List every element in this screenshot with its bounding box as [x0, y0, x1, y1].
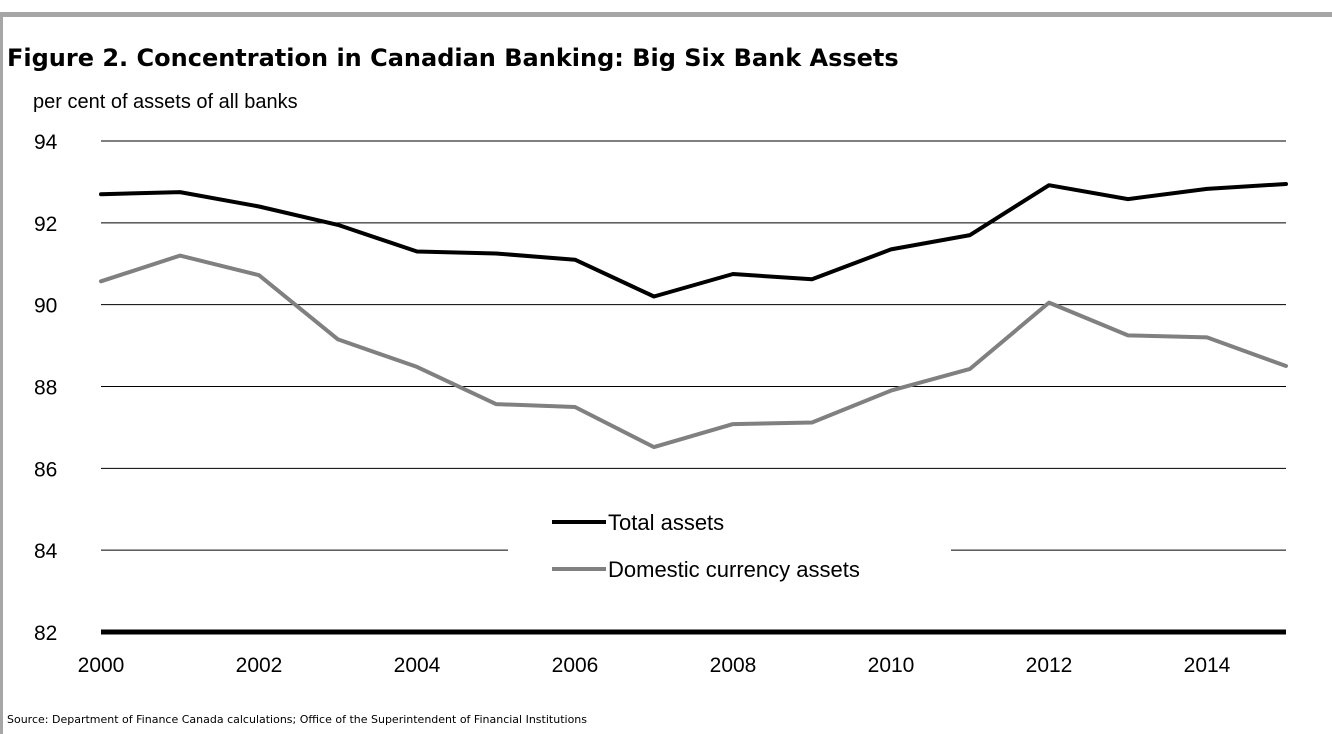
- y-tick-label: 94: [34, 131, 58, 154]
- x-tick-label: 2010: [868, 654, 915, 677]
- legend-background: [508, 494, 951, 602]
- y-tick-label: 88: [34, 377, 57, 400]
- x-tick-label: 2002: [236, 654, 283, 677]
- series-lines: [99, 182, 1288, 450]
- y-tick-label: 84: [34, 540, 58, 563]
- x-tick-label: 2006: [552, 654, 599, 677]
- axes: 82 84 86 88 90 92 94 2000 2002 2004 2006 2008 2010 20…: [34, 131, 1286, 677]
- y-tick-label: 90: [34, 295, 57, 318]
- x-tick-label: 2000: [78, 654, 125, 677]
- x-tick-label: 2008: [710, 654, 757, 677]
- chart-title: Figure 2. Concentration in Canadian Bank…: [7, 44, 899, 72]
- legend-label-domestic-currency-assets: Domestic currency assets: [608, 557, 860, 582]
- x-tick-label: 2012: [1026, 654, 1073, 677]
- source-note: Source: Department of Finance Canada cal…: [7, 713, 587, 726]
- series-line-domestic-currency-assets: [99, 253, 1288, 450]
- y-axis-label: per cent of assets of all banks: [33, 91, 298, 113]
- gridlines: [101, 140, 1286, 551]
- y-tick-label: 82: [34, 622, 57, 645]
- y-tick-label: 86: [34, 458, 57, 481]
- legend-label-total-assets: Total assets: [608, 510, 724, 535]
- legend: Total assets Domestic currency assets: [508, 494, 951, 602]
- x-tick-label: 2004: [394, 654, 441, 677]
- x-tick-label: 2014: [1184, 654, 1231, 677]
- series-line-total-assets: [99, 182, 1288, 299]
- y-tick-label: 92: [34, 213, 57, 236]
